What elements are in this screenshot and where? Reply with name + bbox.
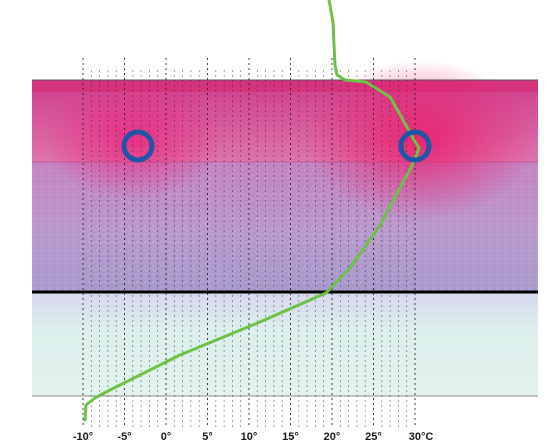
temperature-axis: -10° -5° 0° 5° 10° 15° 20° 25° 30°C [73, 431, 434, 443]
temperature-tick-label: 30°C [409, 431, 434, 443]
warm-sensor-ring [398, 129, 432, 163]
markers [121, 129, 432, 163]
temperature-tick-label: 5° [202, 431, 213, 443]
cold-sensor-ring [121, 129, 155, 163]
gridlines [82, 58, 416, 428]
warm-heat-glow [305, 60, 535, 220]
temperature-tick-label: 15° [282, 431, 299, 443]
temperature-tick-label: 10° [241, 431, 258, 443]
temperature-tick-label: -5° [117, 431, 131, 443]
temperature-tick-label: 25° [365, 431, 382, 443]
temperature-tick-label: 0° [161, 431, 172, 443]
temperature-tick-label: -10° [73, 431, 93, 443]
temperature-tick-label: 20° [324, 431, 341, 443]
temperature-curve [83, 0, 421, 422]
